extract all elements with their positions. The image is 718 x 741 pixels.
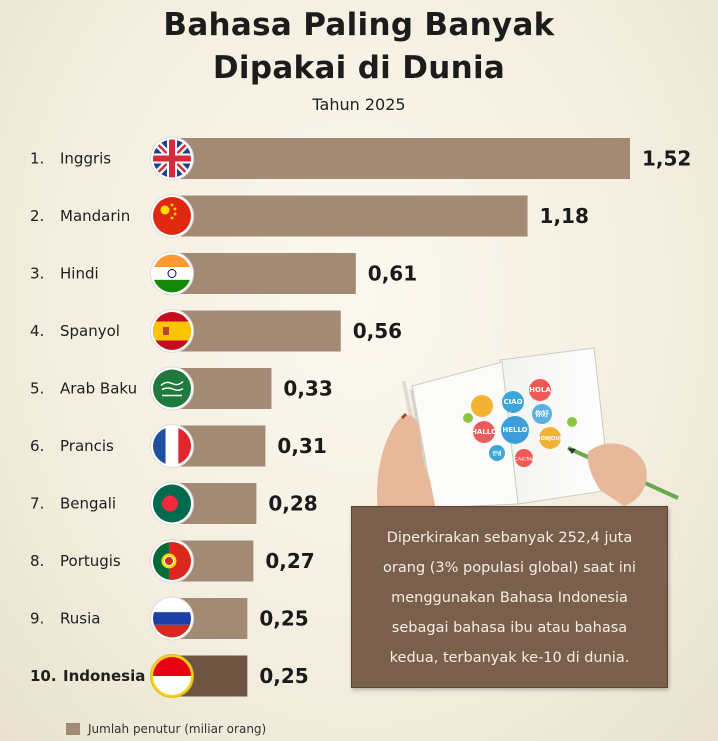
bubble-konnichiwa: こんにちは [514,455,534,461]
category-label: Indonesia [63,667,145,685]
bar [172,195,528,237]
rank-number: 10. [30,667,57,685]
bar [172,310,341,352]
bar-row: 8. Portugis 0,27 [30,539,315,583]
bubble-hello: HELLO [502,426,527,434]
value-label: 0,61 [368,262,417,286]
bubble-nihao: 你好 [534,409,549,418]
indonesia-flag-icon [150,654,194,698]
notebook-illustration: CIAO HOLA HALLO HELLO 你好 BONJOUR 안녕 こんにち… [376,347,679,510]
spain-flag-icon [150,309,194,353]
saudi-arabia-flag-icon [150,366,194,411]
rank-number: 9. [30,610,44,628]
russia-flag-icon [150,596,194,641]
rank-number: 7. [30,495,44,513]
category-label: Spanyol [60,322,120,340]
value-label: 0,28 [268,492,317,516]
category-label: Portugis [60,552,121,570]
info-note-text: Diperkirakan sebanyak 252,4 juta orang (… [383,530,636,666]
chart-title: Bahasa Paling Banyak Dipakai di Dunia [0,4,718,90]
france-flag-icon [150,424,194,468]
uk-flag-icon [150,136,194,181]
info-note-box: Diperkirakan sebanyak 252,4 juta orang (… [351,506,668,688]
bar-row: 10. Indonesia 0,25 [30,654,309,698]
india-flag-icon [150,251,194,296]
category-label: Inggris [60,150,111,168]
bar [172,253,356,294]
bar-row: 2. Mandarin 1,18 [30,194,589,238]
category-label: Hindi [60,265,99,283]
value-label: 0,27 [265,549,314,573]
bar-row: 6. Prancis 0,31 [30,424,327,468]
title-line-1: Bahasa Paling Banyak [163,7,555,43]
value-label: 1,18 [540,204,589,228]
value-label: 1,52 [642,147,691,171]
value-label: 0,25 [259,664,308,688]
bubble-hallo: HALLO [471,428,497,436]
value-label: 0,56 [353,319,402,343]
value-label: 0,25 [259,607,308,631]
left-hand [376,412,436,510]
bar-row: 7. Bengali 0,28 [30,481,318,526]
category-label: Mandarin [60,207,130,225]
right-hand-with-pencil [567,443,679,506]
category-label: Bengali [60,495,116,513]
rank-number: 3. [30,265,44,283]
bangladesh-flag-icon [150,481,194,526]
portugal-flag-icon [150,539,194,583]
bar-row: 4. Spanyol 0,56 [30,309,402,353]
rank-number: 4. [30,322,44,340]
bar-row: 3. Hindi 0,61 [30,251,417,296]
legend: Jumlah penutur (miliar orang) [66,722,266,736]
rank-number: 2. [30,207,44,225]
rank-number: 5. [30,380,44,398]
bar-row: 9. Rusia 0,25 [30,596,309,641]
value-label: 0,33 [283,377,332,401]
value-label: 0,31 [277,434,326,458]
rank-number: 6. [30,437,44,455]
legend-label: Jumlah penutur (miliar orang) [88,722,267,736]
bubble-annyeong: 안녕 [492,450,502,457]
bar-row: 5. Arab Baku 0,33 [30,366,333,411]
bubble-hola: HOLA [529,386,551,394]
category-label: Prancis [60,437,114,455]
speech-bubbles: CIAO HOLA HALLO HELLO 你好 BONJOUR 안녕 こんにち… [463,379,577,467]
legend-swatch [66,723,80,735]
bar-row: 1. Inggris 1,52 [30,136,691,181]
category-label: Rusia [60,610,100,628]
rank-number: 8. [30,552,44,570]
title-line-2: Dipakai di Dunia [212,50,506,86]
rank-number: 1. [30,150,44,168]
china-flag-icon [150,194,194,238]
bubble-ciao: CIAO [503,398,522,406]
bubble-bonjour: BONJOUR [537,436,563,442]
chart-subtitle: Tahun 2025 [312,95,406,114]
bar [172,138,630,179]
category-label: Arab Baku [60,380,137,398]
